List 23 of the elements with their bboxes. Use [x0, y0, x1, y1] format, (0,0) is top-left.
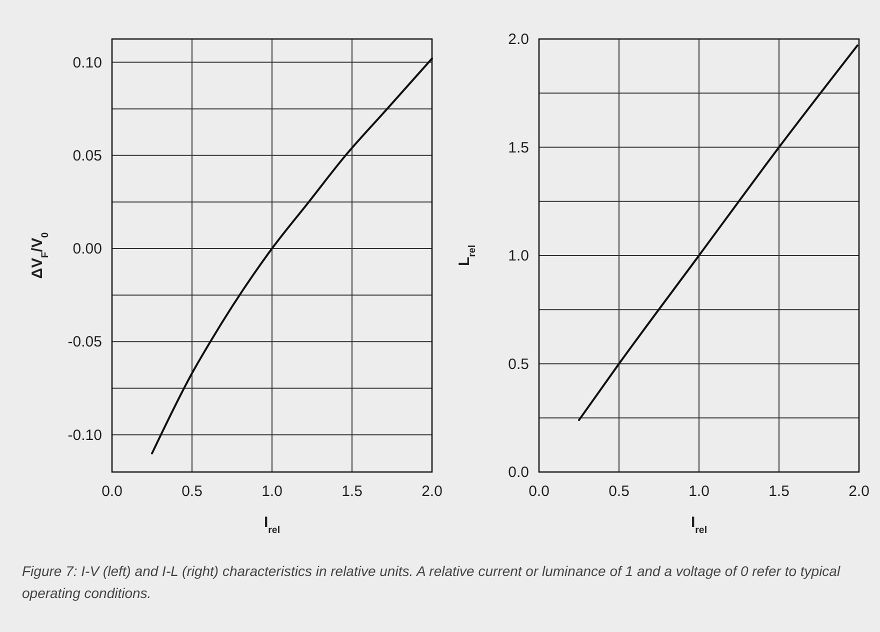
y-tick-label: 0.10 [72, 54, 102, 72]
x-tick-label: 0.5 [182, 483, 202, 500]
x-tick-label: 1.5 [342, 483, 362, 500]
y-tick-label: 2.0 [508, 31, 529, 48]
x-tick-label: 0.5 [608, 483, 630, 500]
y-tick-label: -0.10 [68, 426, 102, 444]
y-tick-label: 0.5 [508, 356, 529, 373]
y-tick-label: 0.0 [508, 464, 529, 481]
y-tick-label: 0.00 [72, 240, 102, 258]
y-tick-label: 0.05 [72, 147, 102, 164]
caption: Figure 7: I-V (left) and I-L (right) characteristics in relative units. A relative current or luminance of 1 and a voltage of 0 refer to typical operating conditions. [22, 563, 841, 601]
y-tick-label: -0.05 [68, 334, 102, 351]
x-tick-label: 0.0 [102, 483, 122, 500]
x-tick-label: 1.0 [688, 483, 710, 500]
x-axis-title: I$_{rel}$ [690, 514, 708, 536]
y-tick-label: 1.5 [508, 139, 529, 156]
x-tick-label: 1.0 [262, 483, 282, 500]
x-tick-label: 1.5 [768, 483, 790, 500]
x-tick-label: 2.0 [848, 483, 870, 500]
x-tick-label: 2.0 [422, 483, 442, 500]
y-tick-label: 1.0 [508, 248, 529, 264]
x-axis-title: I$_{rel}$ [264, 514, 280, 536]
x-tick-label: 0.0 [528, 483, 550, 500]
